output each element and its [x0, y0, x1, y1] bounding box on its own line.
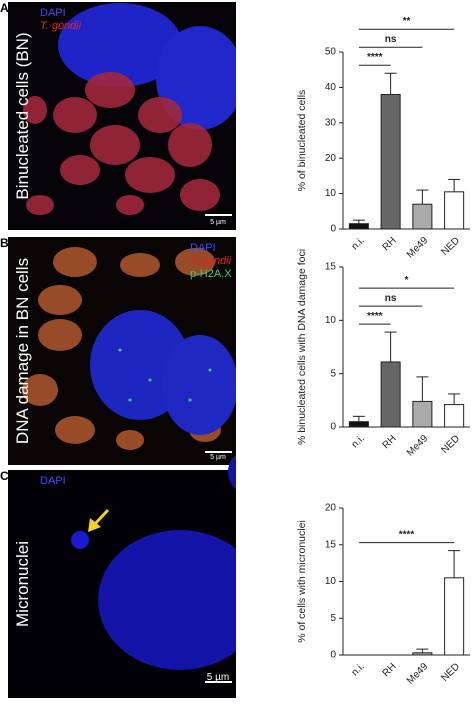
- stain-label: T. gondii: [190, 255, 232, 267]
- y-tick-label: 0: [330, 224, 336, 235]
- significance-label: *: [405, 275, 409, 286]
- micrograph-c: [8, 450, 268, 698]
- y-tick-label: 50: [325, 47, 337, 58]
- bar: [348, 421, 369, 428]
- y-tick-label: 30: [325, 117, 337, 128]
- side-label: Binucleated cells (BN): [13, 32, 32, 199]
- panel-letter: A: [0, 1, 9, 15]
- stain-label: DAPI: [40, 475, 66, 487]
- y-tick-label: 5: [330, 368, 336, 379]
- bar: [380, 361, 401, 428]
- stain-label: T. gondii: [40, 20, 82, 32]
- y-tick-label: 5: [330, 613, 336, 624]
- bar: [444, 577, 465, 656]
- y-axis-label: % of cells with micronuclei: [296, 520, 308, 643]
- panel-letter: B: [0, 236, 9, 250]
- bar: [444, 191, 465, 230]
- bar: [444, 404, 465, 428]
- scale-bar-label: 5 µm: [210, 219, 226, 226]
- side-label: Micronuclei: [13, 541, 32, 627]
- scale-bar-label: 5 µm: [207, 672, 229, 683]
- stain-label: DAPI: [190, 242, 216, 254]
- scale-bar-label: 5 µm: [210, 454, 226, 461]
- y-tick-label: 10: [325, 315, 337, 326]
- stain-label: p-H2A.X: [190, 268, 232, 280]
- significance-label: ns: [385, 34, 397, 45]
- panel-letter: C: [0, 469, 9, 483]
- significance-label: ****: [367, 52, 383, 63]
- y-tick-label: 20: [325, 153, 337, 164]
- y-tick-label: 0: [330, 650, 336, 661]
- y-tick-label: 0: [330, 422, 336, 433]
- bar: [348, 223, 369, 230]
- y-tick-label: 15: [325, 539, 337, 550]
- y-tick-label: 10: [325, 188, 337, 199]
- y-tick-label: 10: [325, 576, 337, 587]
- bar: [412, 400, 433, 428]
- micrograph-a: [8, 2, 244, 230]
- y-axis-label: % of binucleated cells: [296, 90, 308, 192]
- y-tick-label: 15: [325, 262, 337, 273]
- y-tick-label: 40: [325, 82, 337, 93]
- stain-label: DAPI: [40, 7, 66, 19]
- bar: [380, 93, 401, 230]
- y-tick-label: 20: [325, 503, 337, 514]
- significance-label: ****: [367, 311, 383, 322]
- bar: [412, 652, 433, 656]
- y-axis-label: % binucleated cells with DNA damage foci: [296, 249, 308, 445]
- bar: [412, 203, 433, 230]
- significance-label: ns: [385, 293, 397, 304]
- side-label: DNA damage in BN cells: [13, 258, 32, 444]
- micrograph-b: [8, 237, 238, 465]
- significance-label: **: [403, 16, 411, 27]
- significance-label: ****: [399, 530, 415, 541]
